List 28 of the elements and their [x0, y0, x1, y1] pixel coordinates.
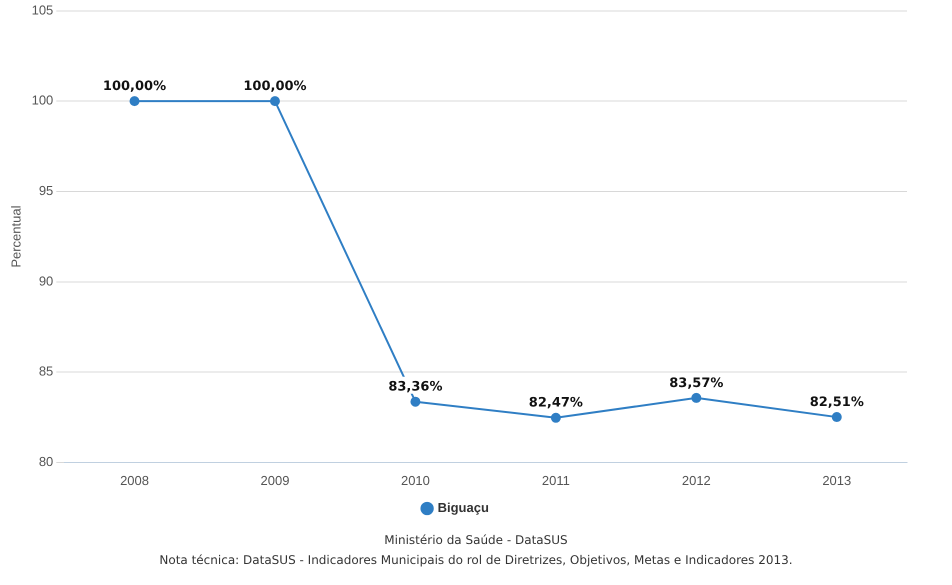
point	[832, 412, 842, 422]
x-tick-label: 2011	[542, 472, 570, 488]
y-axis-title: Percentual	[8, 205, 24, 268]
x-tick-label: 2008	[120, 472, 149, 488]
data-label: 83,57%	[669, 376, 724, 391]
data-label: 100,00%	[243, 78, 307, 94]
x-tick-label: 2009	[260, 472, 290, 488]
point	[691, 392, 702, 403]
data-label: 82,51%	[810, 394, 864, 410]
x-tick-label: 2012	[682, 472, 711, 488]
legend-label: Biguaçu	[438, 500, 489, 516]
x-tick-label: 2010	[400, 472, 430, 488]
y-tick-label: 85	[38, 364, 54, 379]
text: Ministério da Saúde - DataSUS	[383, 532, 569, 549]
x-tick-label: 2013	[822, 472, 852, 488]
y-tick-label: 90	[38, 273, 54, 288]
point	[130, 96, 140, 106]
point	[550, 412, 561, 423]
text: Nota técnica: DataSUS - Indicadores Municipais do rol de Diretrizes, Objetivos, Metas e Indicadores 2013.	[158, 552, 794, 569]
data-label: 83,36%	[388, 380, 442, 395]
point	[410, 396, 420, 407]
y-tick-label: 80	[38, 454, 54, 469]
y-tick-label: 95	[38, 183, 54, 198]
y-tick-label: 105	[32, 2, 54, 18]
y-tick-label: 100	[32, 92, 54, 108]
point	[270, 96, 280, 106]
data-label: 82,47%	[528, 396, 583, 411]
data-label: 100,00%	[102, 78, 166, 94]
